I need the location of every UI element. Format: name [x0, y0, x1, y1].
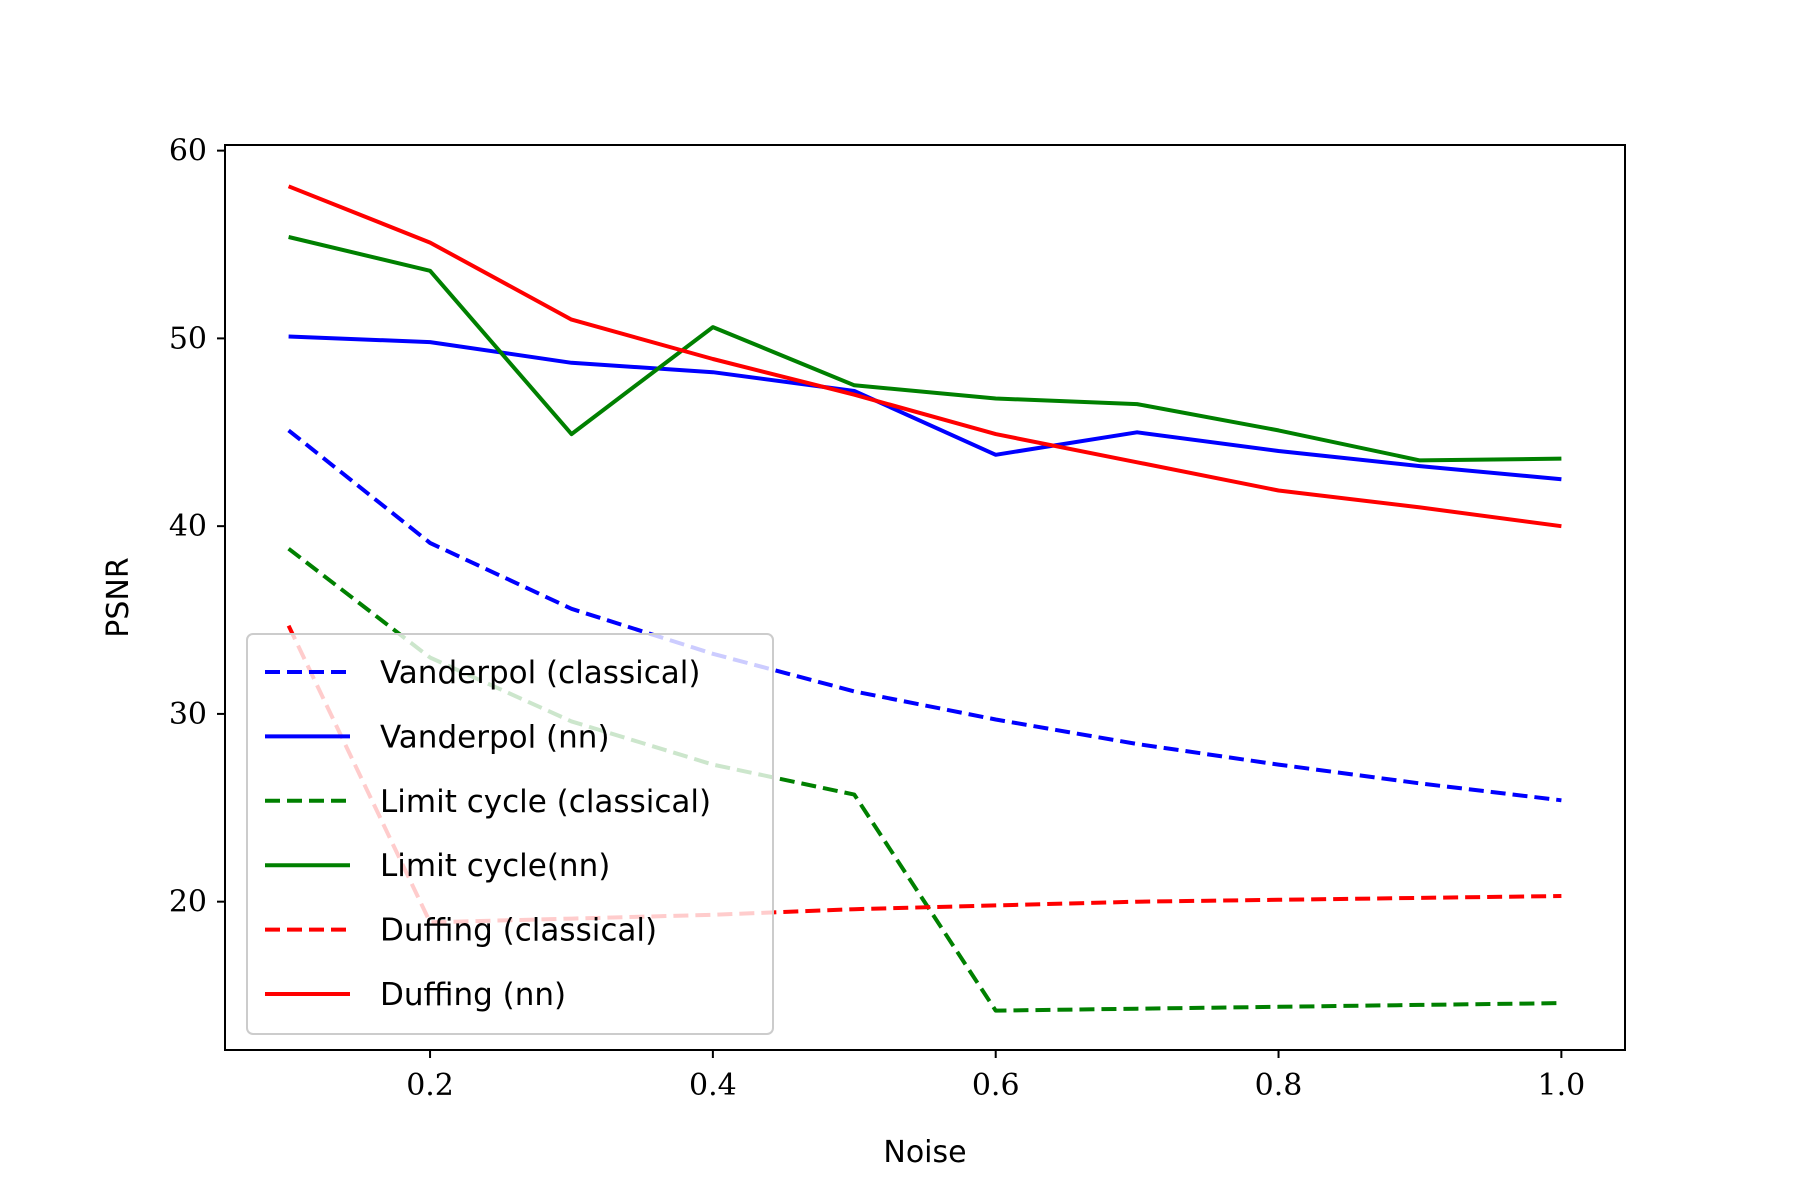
y-tick-label: 30	[169, 697, 207, 732]
x-tick-label: 0.2	[406, 1068, 454, 1103]
legend-label: Vanderpol (classical)	[380, 655, 700, 691]
legend-box	[246, 633, 774, 1035]
legend-label: Limit cycle(nn)	[380, 848, 610, 884]
x-tick-label: 0.6	[972, 1068, 1020, 1103]
x-tick-label: 0.4	[689, 1068, 737, 1103]
y-tick-label: 40	[169, 509, 207, 544]
series-line-3	[288, 235, 1562, 463]
series-line-0	[287, 428, 1562, 803]
y-tick-label: 20	[169, 885, 207, 920]
legend-label: Duffing (nn)	[380, 977, 566, 1013]
series-line-5	[287, 184, 1562, 529]
x-axis-label: Noise	[883, 1135, 966, 1170]
y-tick-label: 50	[169, 321, 207, 356]
y-tick-label: 60	[169, 134, 207, 169]
x-axis-ticks: 0.2 0.4 0.6 0.8 1.0	[406, 1050, 1585, 1103]
legend-label: Limit cycle (classical)	[380, 784, 711, 820]
plot-frame	[224, 144, 1626, 1051]
y-axis-label: PSNR	[101, 557, 136, 637]
x-tick-label: 0.8	[1255, 1068, 1303, 1103]
legend-label: Duffing (classical)	[380, 913, 657, 949]
y-axis-ticks: 20 30 40 50 60	[169, 134, 225, 920]
x-tick-label: 1.0	[1538, 1068, 1586, 1103]
legend-label: Vanderpol (nn)	[380, 719, 610, 755]
legend: Vanderpol (classical) Vanderpol (nn) Limit…	[246, 633, 774, 1035]
